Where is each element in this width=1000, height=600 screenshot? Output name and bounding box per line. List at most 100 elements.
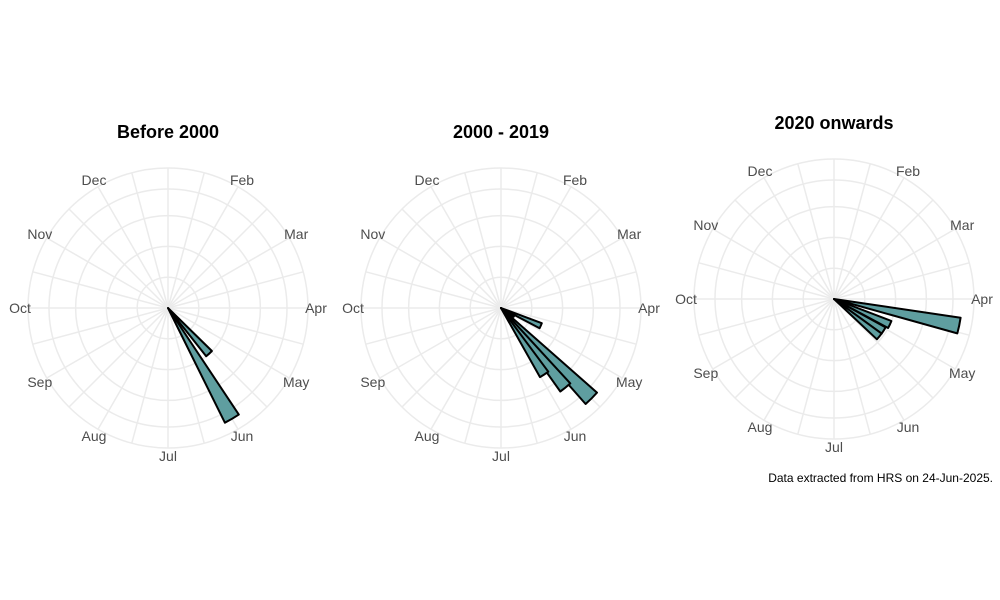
grid-spoke <box>734 298 835 399</box>
month-label: Jun <box>231 428 254 444</box>
grid-spoke <box>712 228 835 300</box>
panel-2000-2019: 2000 - 2019 Dec Feb Mar Apr May Jun Jul Aug Sep O… <box>342 122 660 464</box>
month-label: Apr <box>305 300 327 316</box>
grid-spoke <box>167 307 205 444</box>
month-label: Oct <box>675 291 697 307</box>
month-label: Dec <box>415 172 440 188</box>
month-label: Apr <box>638 300 660 316</box>
grid-spoke <box>833 163 871 300</box>
grid-spoke <box>833 228 956 300</box>
rose-bar <box>500 307 516 318</box>
bars <box>500 307 598 405</box>
grid-spoke <box>46 307 169 379</box>
grid-spoke <box>833 298 871 435</box>
month-label: Nov <box>27 226 52 242</box>
month-label: Oct <box>342 300 364 316</box>
month-label: Sep <box>27 374 52 390</box>
rose-bar <box>500 307 572 393</box>
grid-spoke <box>365 271 502 309</box>
grid-spoke <box>734 199 835 300</box>
month-labels: Dec Feb Mar Apr May Jun Jul Aug Sep Oct Nov <box>675 163 993 455</box>
month-label: Feb <box>563 172 587 188</box>
rose-bar <box>167 307 240 424</box>
month-label: Apr <box>971 291 993 307</box>
grid-spoke <box>46 237 169 309</box>
panel-before-2000: Before 2000 Dec Feb Mar Apr May Jun Jul Aug Sep O… <box>9 122 327 464</box>
grid-spoke <box>379 237 502 309</box>
bars <box>833 298 962 341</box>
month-label: Nov <box>360 226 385 242</box>
grid-spoke <box>833 262 970 300</box>
bars <box>167 307 240 424</box>
month-label: Sep <box>693 365 718 381</box>
rose-bar <box>833 298 962 335</box>
grid-spoke <box>500 307 637 345</box>
month-label: Mar <box>950 217 974 233</box>
grid-spoke <box>32 307 169 345</box>
month-label: Sep <box>360 374 385 390</box>
month-label: Aug <box>415 428 440 444</box>
month-label: Aug <box>82 428 107 444</box>
month-label: Jun <box>564 428 587 444</box>
panel-title: Before 2000 <box>117 122 219 142</box>
grid-spoke <box>833 177 905 300</box>
grid-spoke <box>32 271 169 309</box>
grid-spoke <box>401 208 502 309</box>
month-label: Jun <box>897 419 920 435</box>
grid-spoke <box>797 163 835 300</box>
grid-spoke <box>68 307 169 408</box>
month-label: Jul <box>492 448 510 464</box>
month-label: Jul <box>159 448 177 464</box>
grid-spoke <box>365 307 502 345</box>
panel-title: 2000 - 2019 <box>453 122 549 142</box>
panel-2020-onwards: 2020 onwards Dec Feb Mar Apr May Jun Jul Aug Sep… <box>675 113 993 455</box>
month-label: Dec <box>748 163 773 179</box>
month-label: May <box>616 374 642 390</box>
grid-spoke <box>698 298 835 336</box>
grid-spoke <box>167 307 304 345</box>
grid-spoke <box>797 298 835 435</box>
grid-spoke <box>698 262 835 300</box>
grid-spoke <box>167 186 239 309</box>
grid-spoke <box>167 271 304 309</box>
month-label: May <box>283 374 309 390</box>
month-labels: Dec Feb Mar Apr May Jun Jul Aug Sep Oct Nov <box>9 172 327 464</box>
grid-spoke <box>763 298 835 421</box>
rose-bar <box>500 307 550 379</box>
month-label: Dec <box>82 172 107 188</box>
grid-spoke <box>131 307 169 444</box>
grid-spoke <box>500 237 623 309</box>
polar-grid <box>693 158 975 440</box>
grid-spoke <box>430 186 502 309</box>
month-label: Feb <box>230 172 254 188</box>
data-source-caption: Data extracted from HRS on 24-Jun-2025. <box>768 471 993 485</box>
grid-spoke <box>167 307 290 379</box>
month-label: Jul <box>825 439 843 455</box>
grid-spoke <box>379 307 502 379</box>
grid-spoke <box>763 177 835 300</box>
rose-bar <box>167 307 213 358</box>
grid-spoke <box>464 172 502 309</box>
month-label: May <box>949 365 975 381</box>
grid-spoke <box>131 172 169 309</box>
grid-spoke <box>97 186 169 309</box>
grid-spoke <box>833 199 934 300</box>
grid-spoke <box>833 298 905 421</box>
grid-spoke <box>68 208 169 309</box>
grid-spoke <box>500 271 637 309</box>
panel-title: 2020 onwards <box>774 113 893 133</box>
grid-spoke <box>500 186 572 309</box>
month-label: Oct <box>9 300 31 316</box>
grid-spoke <box>97 307 169 430</box>
grid-spoke <box>464 307 502 444</box>
rose-bar <box>500 307 598 405</box>
month-label: Aug <box>748 419 773 435</box>
grid-spoke <box>167 172 205 309</box>
grid-spoke <box>712 298 835 370</box>
month-label: Feb <box>896 163 920 179</box>
grid-spoke <box>167 237 290 309</box>
grid-spoke <box>167 208 268 309</box>
grid-spoke <box>430 307 502 430</box>
month-label: Nov <box>693 217 718 233</box>
